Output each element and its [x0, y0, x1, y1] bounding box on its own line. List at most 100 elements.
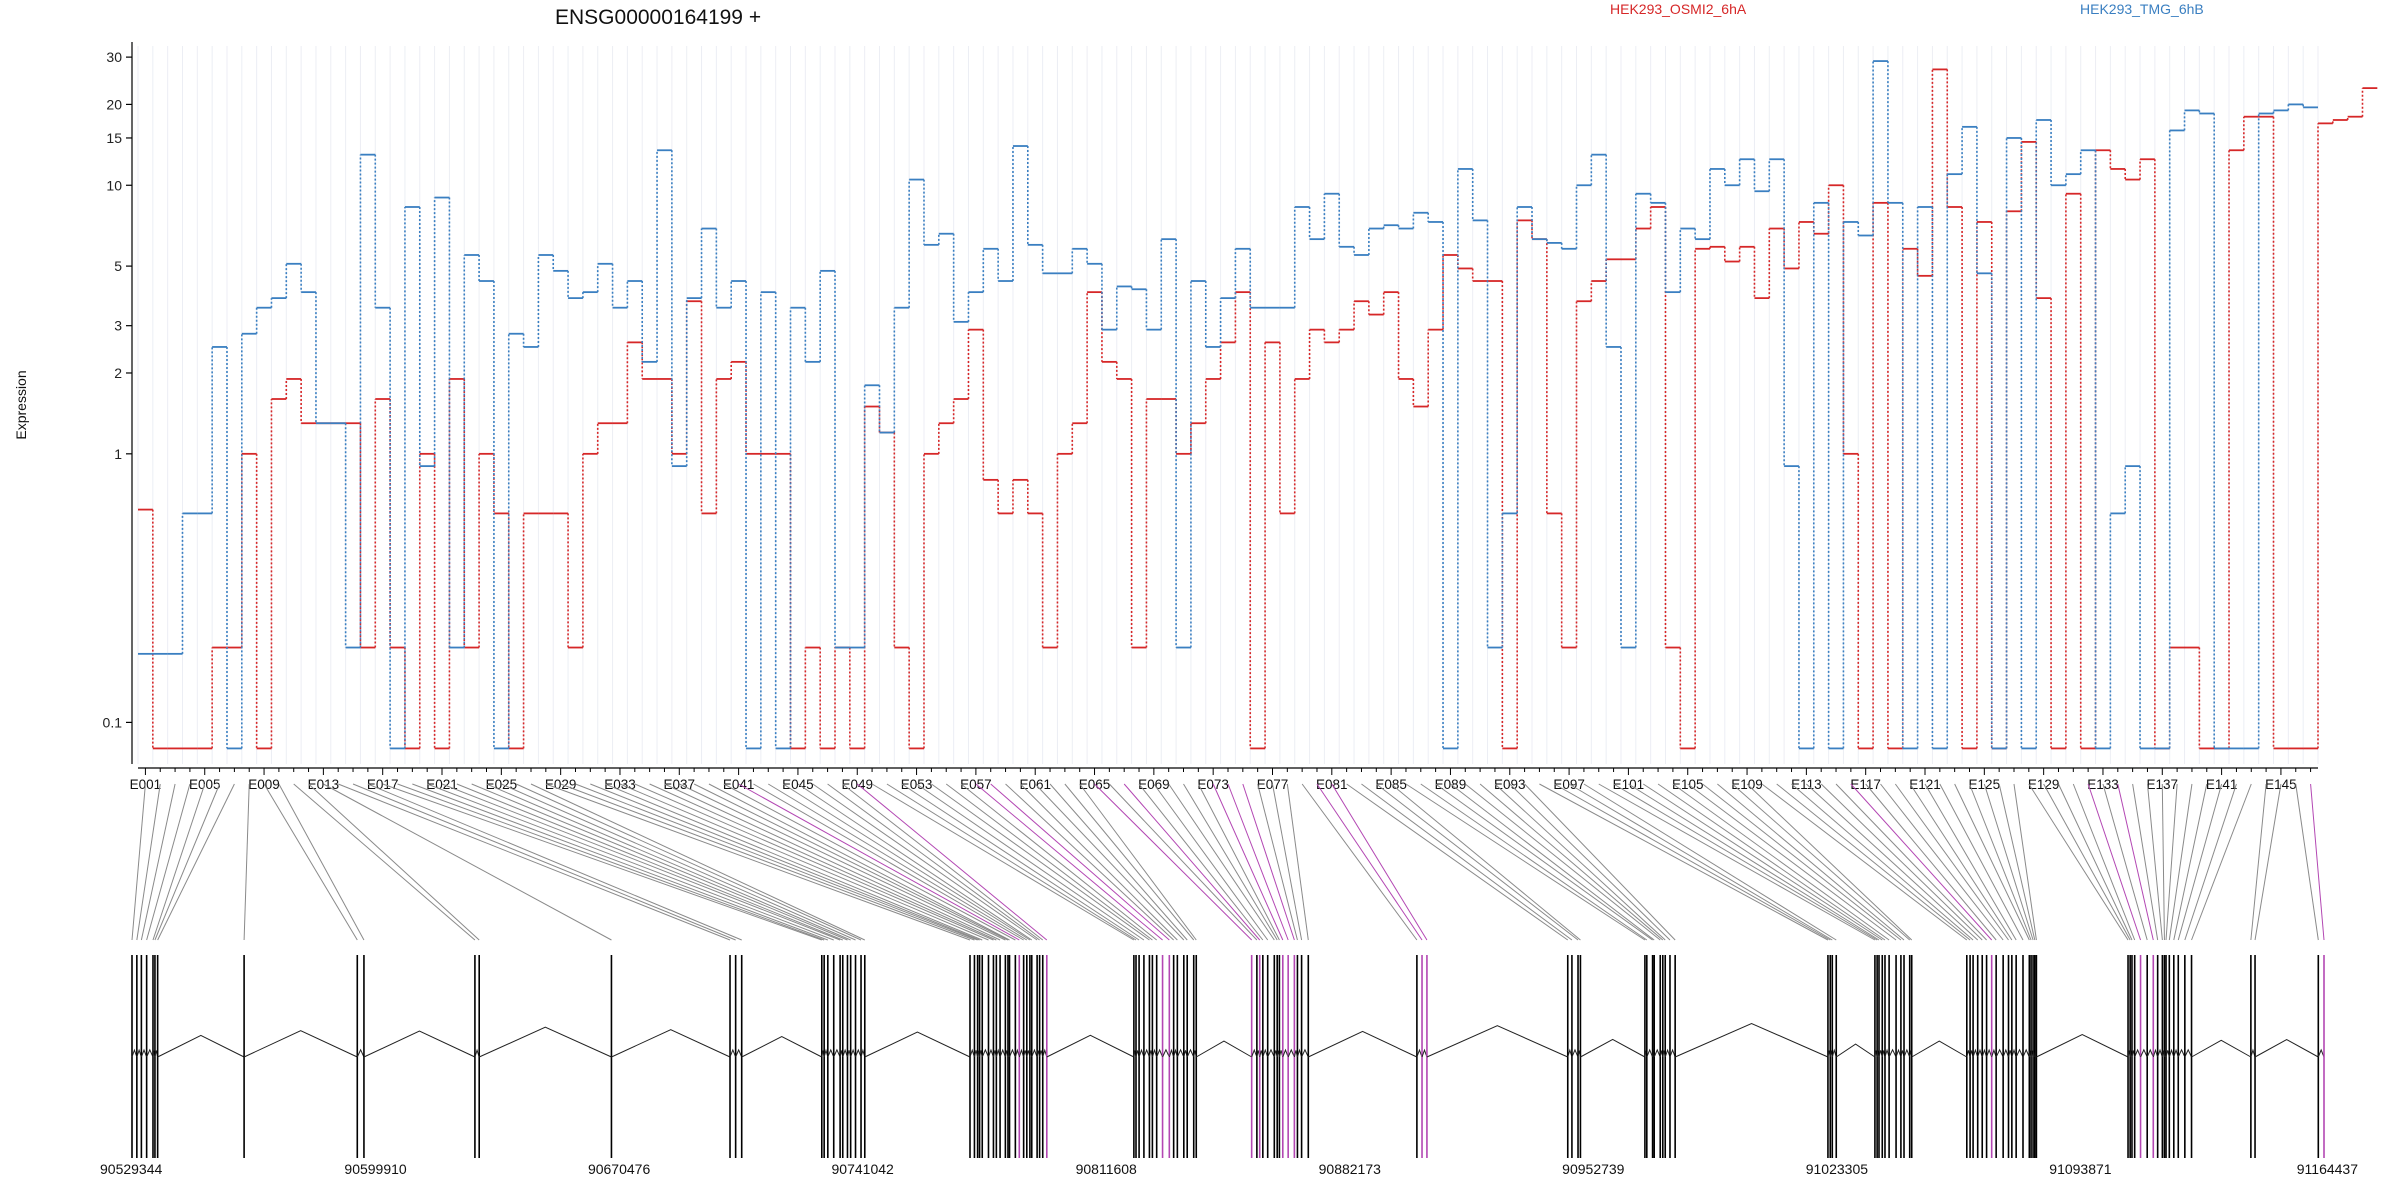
intron-line — [981, 1048, 989, 1058]
genomic-tick-label: 91164437 — [2297, 1161, 2358, 1177]
genomic-tick-label: 91093871 — [2049, 1161, 2112, 1177]
connector-line — [753, 783, 1024, 941]
connector-line — [1079, 783, 1197, 941]
intron-line — [1262, 1048, 1269, 1058]
intron-line — [1162, 1048, 1170, 1058]
connector-line — [604, 783, 983, 941]
genomic-tick-label: 90952739 — [1562, 1161, 1625, 1177]
intron-line — [2002, 1048, 2009, 1058]
connector-line — [723, 783, 1016, 941]
intron-line — [1143, 1048, 1150, 1058]
connector-line — [2295, 783, 2319, 941]
connector-line — [338, 783, 731, 941]
intron-line — [1571, 1048, 1579, 1058]
connector-line — [1524, 783, 1676, 941]
intron-line — [1031, 1048, 1038, 1058]
connector-line — [152, 783, 206, 941]
intron-line — [1287, 1048, 1295, 1058]
intron-line — [478, 1026, 612, 1058]
intron-line — [2036, 1033, 2129, 1058]
connector-line — [1390, 783, 1581, 941]
connector-line — [412, 783, 828, 941]
intron-line — [611, 1029, 731, 1058]
intron-line — [850, 1048, 856, 1058]
y-tick-label: 30 — [106, 49, 122, 65]
connector-line — [1242, 783, 1295, 941]
connector-line — [1702, 783, 1902, 941]
intron-line — [363, 1030, 476, 1058]
intron-line — [1267, 1048, 1275, 1058]
connector-line — [456, 783, 843, 941]
intron-line — [1282, 1048, 1289, 1058]
connector-line — [1598, 783, 1876, 941]
connector-line — [157, 783, 235, 941]
legend-label-series-2: HEK293_TMG_6hB — [2080, 1, 2204, 17]
intron-line — [741, 1036, 823, 1058]
intron-line — [827, 1048, 835, 1058]
connector-line — [140, 783, 176, 941]
connector-line — [1761, 783, 1968, 941]
x-axis: E001 E005 E009 E013 E017 E021 E025 E029 E033 E037… — [130, 767, 2318, 792]
connector-line — [1094, 783, 1253, 941]
y-tick-label: 20 — [106, 96, 122, 112]
connector-line — [2146, 783, 2163, 941]
connector-line — [1331, 783, 1428, 941]
intron-line — [1186, 1048, 1195, 1058]
connector-line — [2058, 783, 2133, 941]
y-tick-label: 10 — [106, 177, 122, 193]
connector-line — [1835, 783, 1987, 941]
connector-line — [1909, 783, 2013, 941]
intron-line — [729, 1048, 737, 1058]
intron-line — [2191, 1039, 2252, 1058]
connector-line — [2087, 783, 2142, 941]
connector-line — [441, 783, 841, 941]
genomic-tick-label: 90670476 — [588, 1161, 651, 1177]
connector-line — [590, 783, 980, 941]
connector-line — [154, 783, 221, 941]
connector-line — [886, 783, 1137, 941]
connector-line — [990, 783, 1170, 941]
connector-line — [1108, 783, 1258, 941]
connector-line — [1880, 783, 2004, 941]
connector-line — [1746, 783, 1913, 941]
connector-line — [812, 783, 1038, 941]
connector-line — [1034, 783, 1185, 941]
connector-line — [2250, 783, 2267, 941]
connector-line — [2028, 783, 2129, 941]
intron-line — [1196, 1040, 1252, 1058]
connector-line — [1405, 783, 1646, 941]
intron-line — [1903, 1048, 1911, 1058]
connector-line — [916, 783, 1145, 941]
connector-line — [871, 783, 1135, 941]
intron-line — [1911, 1040, 1968, 1058]
intron-line — [1580, 1038, 1646, 1058]
connector-line — [2191, 783, 2252, 941]
connector-line — [1064, 783, 1195, 941]
connector-line — [278, 783, 365, 941]
connector-line — [2072, 783, 2136, 941]
gene-model — [131, 955, 2325, 1158]
connector-line — [501, 783, 856, 941]
connector-line — [782, 783, 1031, 941]
intron-line — [1301, 1048, 1309, 1058]
y-tick-label: 2 — [114, 365, 122, 381]
connector-line — [1316, 783, 1423, 941]
connector-line — [131, 783, 146, 941]
connector-line — [146, 783, 191, 941]
intron-line — [1653, 1048, 1661, 1058]
intron-line — [1669, 1048, 1676, 1058]
intron-line — [2022, 1048, 2030, 1058]
connector-line — [2102, 783, 2148, 941]
connector-line — [797, 783, 1033, 941]
connector-line — [1776, 783, 1971, 941]
y-tick-label: 3 — [114, 318, 122, 334]
connector-line — [1717, 783, 1905, 941]
connector-line — [1642, 783, 1883, 941]
y-axis: 0.1 1 2 3 5 10 15 20 30 — [103, 42, 133, 764]
connector-line — [693, 783, 1009, 941]
connector-line — [768, 783, 1028, 941]
connector-line — [1583, 783, 1837, 941]
connector-line — [1613, 783, 1878, 941]
legend-label-series-1: HEK293_OSMI2_6hA — [1610, 1, 1747, 17]
intron-line — [2254, 1039, 2319, 1058]
